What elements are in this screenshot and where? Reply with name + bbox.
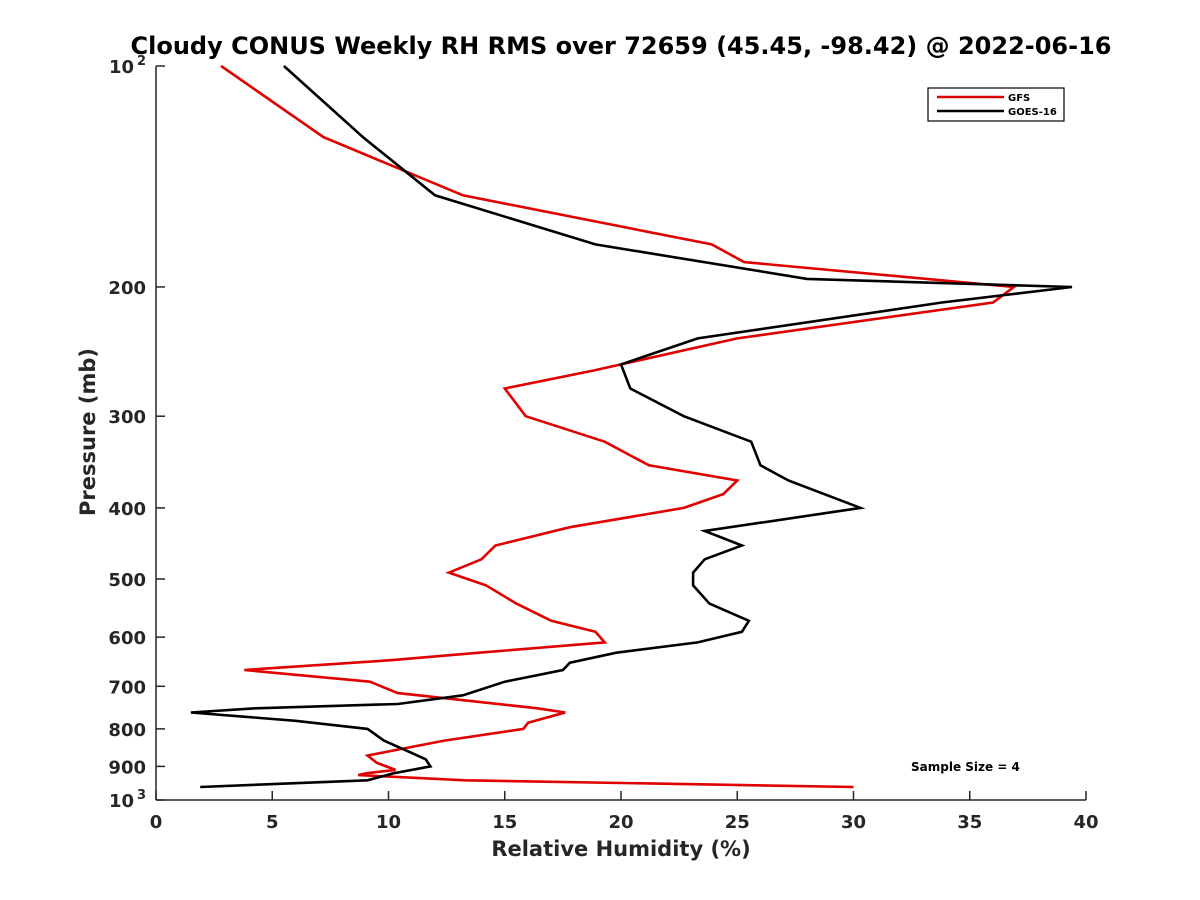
y-tick-label: 500 [108,570,146,591]
x-tick-label: 0 [150,812,163,833]
y-tick-label: 200 [108,278,146,299]
x-tick-label: 20 [608,812,633,833]
x-tick-label: 15 [492,812,517,833]
x-tick-label: 30 [841,812,866,833]
chart-title: Cloudy CONUS Weekly RH RMS over 72659 (4… [131,32,1112,60]
y-tick-exponent: 2 [137,54,146,69]
y-tick-label: 900 [108,757,146,778]
y-tick-exponent: 3 [137,788,146,803]
y-tick-label: 800 [108,720,146,741]
y-tick-label: 700 [108,677,146,698]
x-tick-label: 25 [725,812,750,833]
x-tick-label: 40 [1073,812,1098,833]
y-tick-label: 10 [109,791,134,812]
y-tick-label: 400 [108,499,146,520]
y-tick-label: 300 [108,407,146,428]
x-axis-label: Relative Humidity (%) [491,837,750,861]
x-tick-label: 5 [266,812,279,833]
legend-label-gfs: GFS [1008,93,1030,104]
series-line-goes16 [190,65,1073,789]
y-tick-label: 600 [108,628,146,649]
series-line-gfs [220,64,1018,789]
y-tick-label: 10 [109,57,134,78]
x-tick-label: 35 [957,812,982,833]
legend: GFS GOES-16 [927,87,1065,122]
series-layer [190,64,1073,789]
y-axis-label: Pressure (mb) [76,348,100,516]
legend-box [927,87,1065,122]
sample-size-annotation: Sample Size = 4 [911,760,1020,774]
x-tick-label: 10 [376,812,401,833]
legend-label-goes16: GOES-16 [1008,107,1057,118]
